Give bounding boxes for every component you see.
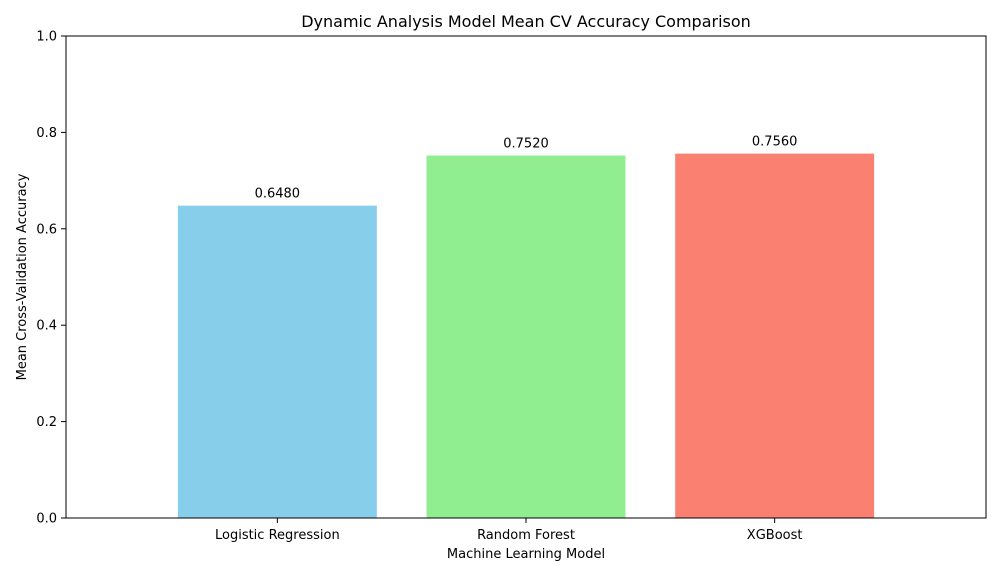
x-axis-label: Machine Learning Model	[447, 547, 605, 562]
y-tick-label: 0.4	[36, 319, 57, 334]
bars-layer	[177, 153, 875, 519]
chart-title: Dynamic Analysis Model Mean CV Accuracy …	[301, 12, 751, 31]
bar-random-forest	[426, 155, 626, 519]
y-tick-label: 0.2	[36, 415, 57, 430]
data-labels-layer: 0.6480 0.7520 0.7560	[255, 135, 798, 202]
y-tick-label: 0.8	[36, 126, 57, 141]
bar-xgboost	[675, 153, 875, 519]
y-tick-label: 0.6	[36, 222, 57, 237]
data-label: 0.6480	[255, 187, 301, 202]
data-label: 0.7560	[752, 135, 798, 150]
x-tick-label: Logistic Regression	[215, 528, 340, 543]
x-tick-label: Random Forest	[477, 528, 575, 543]
y-axis-label: Mean Cross-Validation Accuracy	[15, 173, 30, 380]
data-label: 0.7520	[503, 137, 549, 152]
y-tick-label: 1.0	[36, 30, 57, 45]
plot-frame	[65, 35, 987, 519]
y-axis: 0.0 0.2 0.4 0.6 0.8 1.0	[36, 30, 66, 527]
x-axis: Logistic Regression Random Forest XGBoost	[215, 518, 802, 543]
bar-logistic-regression	[177, 205, 377, 518]
y-tick-label: 0.0	[36, 512, 57, 527]
x-tick-label: XGBoost	[747, 528, 803, 543]
